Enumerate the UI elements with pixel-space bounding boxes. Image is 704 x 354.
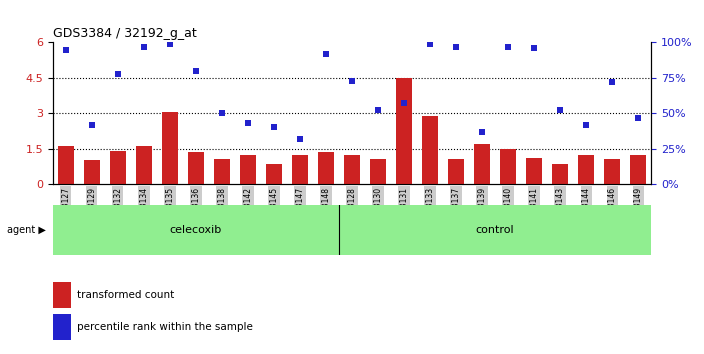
Point xyxy=(320,51,332,57)
Point xyxy=(86,122,97,127)
Bar xyxy=(188,152,203,184)
Bar xyxy=(422,116,438,184)
Bar xyxy=(630,155,646,184)
Point xyxy=(451,44,462,50)
Point xyxy=(294,136,306,142)
Bar xyxy=(292,155,308,184)
Point xyxy=(529,45,540,51)
Bar xyxy=(501,149,516,184)
Text: agent ▶: agent ▶ xyxy=(7,225,46,235)
Point xyxy=(242,120,253,126)
Bar xyxy=(339,205,651,255)
Point xyxy=(398,101,410,106)
Point xyxy=(60,47,71,52)
Point xyxy=(607,79,618,85)
Point xyxy=(164,41,175,47)
Point xyxy=(346,78,358,84)
Text: transformed count: transformed count xyxy=(77,290,174,300)
Point xyxy=(581,122,592,127)
Point xyxy=(372,108,384,113)
Bar xyxy=(318,152,334,184)
Bar xyxy=(448,159,464,184)
Point xyxy=(268,125,279,130)
Point xyxy=(216,110,227,116)
Point xyxy=(138,44,149,50)
Bar xyxy=(53,282,70,308)
Text: control: control xyxy=(476,225,515,235)
Bar xyxy=(162,112,177,184)
Point xyxy=(503,44,514,50)
Bar xyxy=(58,146,74,184)
Bar xyxy=(370,159,386,184)
Bar xyxy=(214,159,230,184)
Bar xyxy=(396,78,412,184)
Point xyxy=(425,41,436,47)
Bar xyxy=(53,205,339,255)
Bar xyxy=(344,155,360,184)
Point xyxy=(633,115,644,120)
Bar xyxy=(136,146,151,184)
Bar xyxy=(474,144,490,184)
Bar xyxy=(266,164,282,184)
Bar xyxy=(553,164,568,184)
Text: celecoxib: celecoxib xyxy=(170,225,222,235)
Point xyxy=(112,71,123,76)
Bar xyxy=(84,160,100,184)
Text: percentile rank within the sample: percentile rank within the sample xyxy=(77,322,253,332)
Bar xyxy=(53,314,70,340)
Point xyxy=(555,108,566,113)
Text: GDS3384 / 32192_g_at: GDS3384 / 32192_g_at xyxy=(53,27,196,40)
Bar xyxy=(604,159,620,184)
Point xyxy=(477,129,488,135)
Point xyxy=(190,68,201,74)
Bar xyxy=(579,155,594,184)
Bar xyxy=(110,151,125,184)
Bar xyxy=(240,155,256,184)
Bar xyxy=(527,158,542,184)
